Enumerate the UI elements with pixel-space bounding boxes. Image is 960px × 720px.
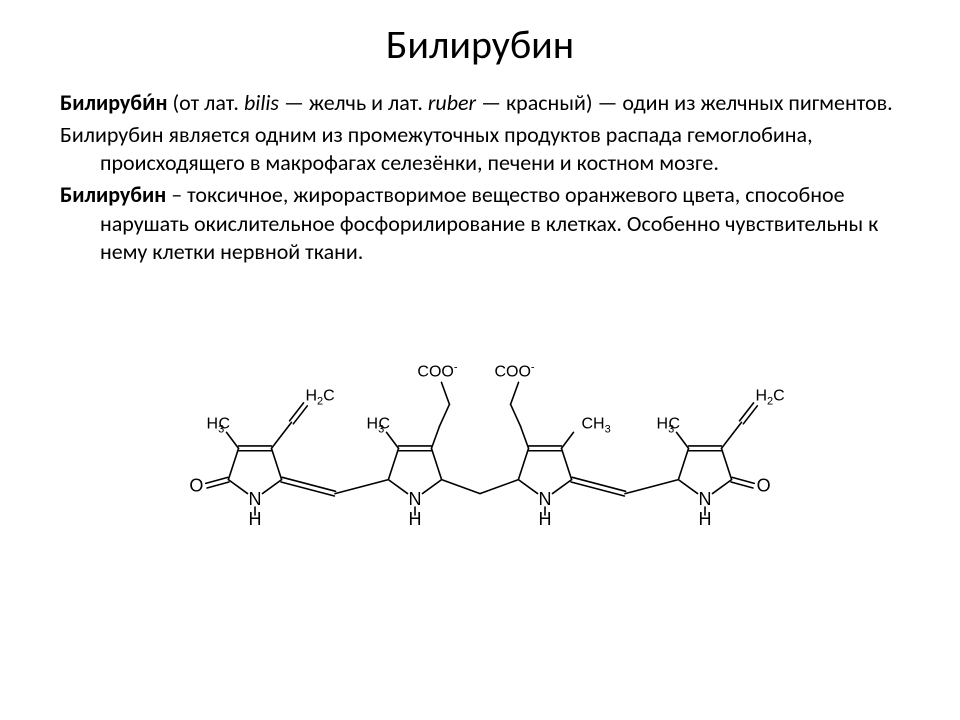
paragraph-0: Билируби́н (от лат. bilis — желчь и лат.…: [60, 89, 900, 117]
svg-text:O: O: [189, 476, 203, 496]
svg-text:N: N: [249, 489, 262, 509]
svg-text:COO-: COO-: [494, 361, 534, 380]
svg-text:CH3: CH3: [581, 415, 610, 435]
svg-text:COO-: COO-: [417, 361, 457, 380]
paragraph-1: Билирубин является одним из промежуточны…: [60, 121, 900, 177]
paragraph-2: Билирубин – токсичное, жирорастворимое в…: [60, 181, 900, 265]
svg-text:N: N: [539, 489, 552, 509]
svg-text:C: C: [379, 415, 391, 432]
page-title: Билирубин: [60, 20, 900, 69]
svg-text:C: C: [219, 415, 231, 432]
svg-text:H2C: H2C: [305, 387, 334, 407]
svg-text:H2C: H2C: [755, 387, 784, 407]
body-text: Билируби́н (от лат. bilis — желчь и лат.…: [60, 89, 900, 266]
slide: Билирубин Билируби́н (от лат. bilis — же…: [0, 0, 960, 720]
svg-text:C: C: [669, 415, 681, 432]
chemical-structure: NHH3CH2CONHH3CCOO-NHCH3COO-NHH3CH2CO: [60, 296, 900, 561]
svg-text:N: N: [409, 489, 422, 509]
svg-text:N: N: [699, 489, 712, 509]
bilirubin-structure-diagram: NHH3CH2CONHH3CCOO-NHCH3COO-NHH3CH2CO: [140, 296, 820, 556]
svg-text:O: O: [757, 476, 771, 496]
